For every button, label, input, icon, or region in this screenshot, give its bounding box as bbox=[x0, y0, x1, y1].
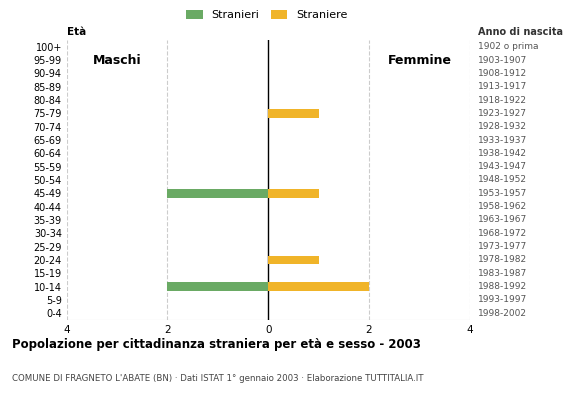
Text: 1908-1912: 1908-1912 bbox=[478, 69, 527, 78]
Text: 1948-1952: 1948-1952 bbox=[478, 176, 527, 184]
Text: 1943-1947: 1943-1947 bbox=[478, 162, 527, 171]
Text: 1968-1972: 1968-1972 bbox=[478, 229, 527, 238]
Text: 1988-1992: 1988-1992 bbox=[478, 282, 527, 291]
Text: Femmine: Femmine bbox=[387, 54, 451, 66]
Bar bbox=[268, 282, 369, 291]
Text: 1913-1917: 1913-1917 bbox=[478, 82, 527, 91]
Bar bbox=[268, 109, 318, 118]
Text: 1958-1962: 1958-1962 bbox=[478, 202, 527, 211]
Text: 1902 o prima: 1902 o prima bbox=[478, 42, 538, 51]
Text: 1918-1922: 1918-1922 bbox=[478, 96, 527, 104]
Text: 1998-2002: 1998-2002 bbox=[478, 309, 527, 318]
Text: COMUNE DI FRAGNETO L'ABATE (BN) · Dati ISTAT 1° gennaio 2003 · Elaborazione TUTT: COMUNE DI FRAGNETO L'ABATE (BN) · Dati I… bbox=[12, 374, 423, 383]
Text: 1923-1927: 1923-1927 bbox=[478, 109, 527, 118]
Text: Età: Età bbox=[67, 27, 86, 37]
Text: Anno di nascita: Anno di nascita bbox=[478, 27, 563, 37]
Bar bbox=[168, 189, 268, 198]
Text: 1963-1967: 1963-1967 bbox=[478, 216, 527, 224]
Text: 1978-1982: 1978-1982 bbox=[478, 256, 527, 264]
Text: Maschi: Maschi bbox=[93, 54, 142, 66]
Text: 1983-1987: 1983-1987 bbox=[478, 269, 527, 278]
Text: Popolazione per cittadinanza straniera per età e sesso - 2003: Popolazione per cittadinanza straniera p… bbox=[12, 338, 420, 351]
Text: 1993-1997: 1993-1997 bbox=[478, 296, 527, 304]
Bar bbox=[268, 189, 318, 198]
Bar bbox=[168, 282, 268, 291]
Text: 1928-1932: 1928-1932 bbox=[478, 122, 527, 131]
Legend: Stranieri, Straniere: Stranieri, Straniere bbox=[182, 6, 352, 25]
Text: 1953-1957: 1953-1957 bbox=[478, 189, 527, 198]
Text: 1938-1942: 1938-1942 bbox=[478, 149, 527, 158]
Text: 1933-1937: 1933-1937 bbox=[478, 136, 527, 144]
Text: 1903-1907: 1903-1907 bbox=[478, 56, 527, 64]
Bar bbox=[268, 256, 318, 264]
Text: 1973-1977: 1973-1977 bbox=[478, 242, 527, 251]
